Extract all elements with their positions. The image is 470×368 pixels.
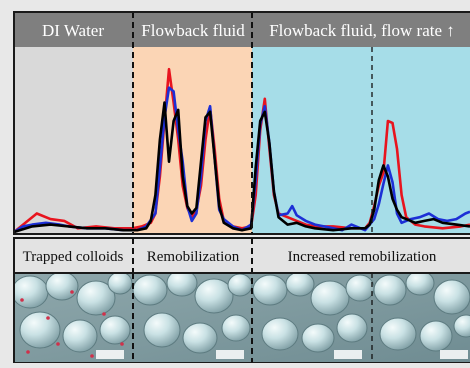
glass-bead bbox=[182, 322, 218, 354]
glass-bead bbox=[166, 273, 198, 297]
glass-bead bbox=[107, 273, 133, 295]
di-water-panel bbox=[14, 12, 133, 234]
glass-bead bbox=[285, 273, 315, 297]
process-label-band bbox=[13, 237, 470, 274]
glass-bead bbox=[453, 314, 470, 338]
flow-rate-panel bbox=[252, 12, 470, 234]
scale-bar-2 bbox=[216, 350, 244, 359]
glass-bead bbox=[76, 280, 116, 316]
glass-bead bbox=[336, 313, 368, 343]
phase-label-flowback: Flowback fluid bbox=[141, 21, 245, 40]
series-line-3 bbox=[14, 101, 470, 234]
glass-bead bbox=[373, 274, 407, 306]
glass-bead bbox=[143, 312, 181, 348]
phase-label-di-water: DI Water bbox=[42, 21, 104, 40]
glass-bead bbox=[45, 273, 79, 301]
scale-bar-4 bbox=[440, 350, 468, 359]
glass-bead bbox=[221, 314, 251, 342]
glass-bead bbox=[252, 274, 288, 306]
scale-bar-1 bbox=[96, 350, 124, 359]
flowback-panel bbox=[133, 12, 252, 234]
glass-bead bbox=[132, 274, 168, 306]
glass-bead bbox=[99, 315, 131, 345]
glass-bead bbox=[261, 317, 299, 351]
series-layer bbox=[14, 67, 470, 234]
glass-bead bbox=[14, 275, 49, 309]
colloid-mark bbox=[20, 298, 24, 302]
colloid-mark bbox=[102, 312, 106, 316]
chart-frame bbox=[13, 11, 470, 235]
phase-label-flow-rate: Flowback fluid, flow rate ↑ bbox=[269, 21, 455, 40]
micrograph-strip bbox=[14, 273, 470, 363]
colloid-marks bbox=[20, 290, 124, 358]
colloid-mark bbox=[90, 354, 94, 358]
scale-bar-3 bbox=[334, 350, 362, 359]
colloid-mark bbox=[70, 290, 74, 294]
glass-bead bbox=[405, 273, 435, 296]
glass-bead bbox=[194, 278, 234, 314]
colloid-mark bbox=[26, 350, 30, 354]
phase-header-bar bbox=[14, 12, 470, 47]
process-label-remobilization: Remobilization bbox=[147, 249, 240, 265]
glass-bead bbox=[227, 273, 253, 297]
glass-bead bbox=[301, 323, 335, 353]
glass-bead-layer bbox=[14, 273, 470, 354]
colloid-mark bbox=[56, 342, 60, 346]
process-label-trapped: Trapped colloids bbox=[23, 249, 124, 265]
series-line-1 bbox=[14, 67, 470, 234]
glass-bead bbox=[345, 274, 375, 302]
glass-bead bbox=[433, 279, 470, 315]
colloid-mark bbox=[120, 342, 124, 346]
glass-bead bbox=[310, 280, 350, 316]
glass-bead bbox=[62, 319, 98, 353]
glass-bead bbox=[379, 317, 417, 351]
colloid-mark bbox=[46, 316, 50, 320]
process-label-increased: Increased remobilization bbox=[288, 249, 437, 265]
glass-bead bbox=[19, 311, 61, 349]
glass-bead bbox=[419, 320, 453, 352]
